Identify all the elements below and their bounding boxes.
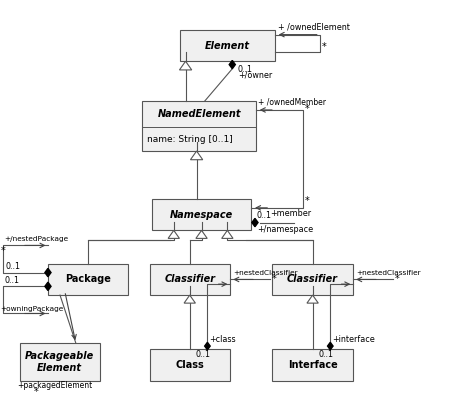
Text: *: * xyxy=(394,274,399,284)
FancyBboxPatch shape xyxy=(143,101,256,151)
Text: +/nestedPackage: +/nestedPackage xyxy=(4,236,69,242)
Text: *: * xyxy=(322,42,327,52)
FancyBboxPatch shape xyxy=(19,343,100,381)
Polygon shape xyxy=(252,218,258,227)
Polygon shape xyxy=(229,60,236,69)
Text: 0..1: 0..1 xyxy=(238,65,253,74)
FancyBboxPatch shape xyxy=(48,264,128,295)
Text: +/owner: +/owner xyxy=(238,71,272,80)
Polygon shape xyxy=(191,151,203,160)
Text: Namespace: Namespace xyxy=(170,210,233,220)
Text: 0..1: 0..1 xyxy=(319,350,334,359)
Polygon shape xyxy=(328,342,333,350)
Text: +/namespace: +/namespace xyxy=(257,225,313,234)
Text: +owningPackage: +owningPackage xyxy=(0,305,64,312)
Text: *: * xyxy=(34,387,38,397)
Text: *: * xyxy=(305,104,310,114)
Text: NamedElement: NamedElement xyxy=(157,109,241,119)
Polygon shape xyxy=(196,230,207,238)
Text: +packagedElement: +packagedElement xyxy=(17,381,92,390)
Text: +interface: +interface xyxy=(332,335,374,344)
FancyBboxPatch shape xyxy=(150,349,230,381)
Text: Packageable
Element: Packageable Element xyxy=(25,351,94,373)
Text: 0..1: 0..1 xyxy=(4,276,19,285)
Text: +nestedClassifier: +nestedClassifier xyxy=(234,270,298,276)
Text: *: * xyxy=(305,197,310,207)
Text: Package: Package xyxy=(65,274,111,285)
Polygon shape xyxy=(184,295,195,303)
Polygon shape xyxy=(45,269,51,277)
FancyBboxPatch shape xyxy=(273,264,353,295)
FancyBboxPatch shape xyxy=(152,199,251,230)
Text: Interface: Interface xyxy=(288,360,337,370)
Text: +class: +class xyxy=(209,335,236,344)
Polygon shape xyxy=(307,295,318,303)
FancyBboxPatch shape xyxy=(273,349,353,381)
Text: name: String [0..1]: name: String [0..1] xyxy=(147,134,233,143)
Text: 0..1: 0..1 xyxy=(5,262,20,271)
Text: Class: Class xyxy=(175,360,204,370)
FancyBboxPatch shape xyxy=(150,264,230,295)
Text: Classifier: Classifier xyxy=(287,274,338,285)
Polygon shape xyxy=(168,230,180,238)
Text: + /ownedElement: + /ownedElement xyxy=(278,23,350,31)
Text: *: * xyxy=(0,246,5,256)
Text: 0..1: 0..1 xyxy=(257,210,272,220)
Polygon shape xyxy=(180,61,191,70)
Text: *: * xyxy=(272,274,276,284)
Polygon shape xyxy=(205,342,210,350)
Text: +nestedClassifier: +nestedClassifier xyxy=(356,270,421,276)
Text: Element: Element xyxy=(205,41,250,51)
Polygon shape xyxy=(45,282,51,290)
Text: +member: +member xyxy=(270,209,311,218)
Text: Classifier: Classifier xyxy=(164,274,215,285)
Polygon shape xyxy=(222,230,233,238)
Text: + /ownedMember: + /ownedMember xyxy=(258,98,326,107)
Text: 0..1: 0..1 xyxy=(196,350,210,359)
FancyBboxPatch shape xyxy=(180,30,275,61)
